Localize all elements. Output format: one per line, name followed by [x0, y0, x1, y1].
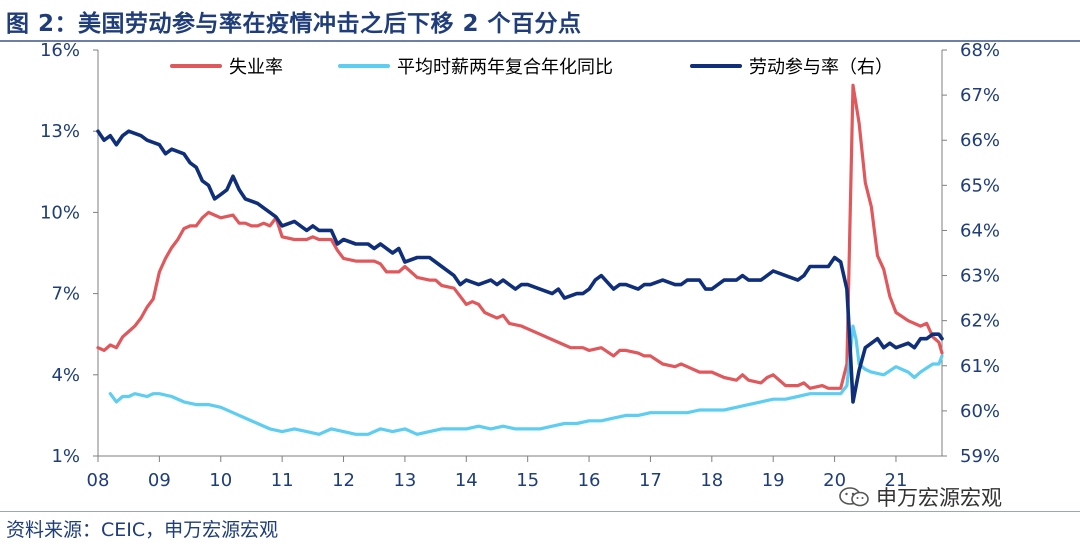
left-y-tick-label: 1%	[51, 446, 80, 467]
right-y-tick-label: 62%	[960, 311, 1000, 332]
left-y-tick-label: 13%	[40, 121, 80, 142]
x-tick-label: 19	[762, 470, 785, 491]
source-note: 资料来源：CEIC，申万宏源宏观	[6, 519, 279, 541]
right-y-tick-label: 64%	[960, 220, 1000, 241]
wechat-icon	[839, 487, 869, 507]
left-y-tick-label: 7%	[51, 284, 80, 305]
right-y-tick-label: 68%	[960, 42, 1000, 61]
watermark-text: 申万宏源宏观	[876, 486, 1002, 510]
x-tick-label: 08	[87, 470, 110, 491]
x-tick-label: 09	[148, 470, 171, 491]
x-tick-label: 10	[209, 470, 232, 491]
x-tick-label: 15	[516, 470, 539, 491]
series-line-3	[96, 129, 944, 404]
right-y-tick-label: 59%	[960, 446, 1000, 467]
series-line-2	[108, 324, 944, 436]
x-tick-label: 21	[885, 470, 908, 491]
x-tick-label: 20	[823, 470, 846, 491]
left-y-tick-label: 10%	[40, 202, 80, 223]
title-divider	[0, 40, 1080, 42]
right-y-tick-label: 67%	[960, 85, 1000, 106]
chart-legend: 失业率 平均时薪两年复合年化同比 劳动参与率（右）	[170, 57, 893, 78]
series-lines	[96, 83, 944, 436]
source-divider	[0, 511, 1080, 512]
right-y-tick-label: 66%	[960, 130, 1000, 151]
right-y-tick-label: 60%	[960, 401, 1000, 422]
right-y-tick-label: 65%	[960, 175, 1000, 196]
right-y-tick-label: 61%	[960, 356, 1000, 377]
right-y-tick-label: 63%	[960, 266, 1000, 287]
line-chart: 16% 13% 10% 7% 4% 1% 68% 67% 66% 65% 64% 63% 62% 61% 6…	[40, 42, 1000, 491]
legend-label-1: 失业率	[229, 57, 283, 78]
x-tick-label: 12	[332, 470, 355, 491]
left-y-tick-label: 4%	[51, 365, 80, 386]
axes: 16% 13% 10% 7% 4% 1% 68% 67% 66% 65% 64% 63% 62% 61% 6…	[40, 42, 1000, 491]
x-tick-label: 13	[393, 470, 416, 491]
x-tick-label: 18	[700, 470, 723, 491]
x-tick-label: 17	[639, 470, 662, 491]
x-tick-label: 14	[455, 470, 478, 491]
watermark: 申万宏源宏观	[838, 482, 1002, 512]
legend-label-2: 平均时薪两年复合年化同比	[397, 57, 613, 78]
series-line-1	[96, 83, 944, 390]
left-y-tick-label: 16%	[40, 42, 80, 61]
x-tick-label: 16	[578, 470, 601, 491]
legend-label-3: 劳动参与率（右）	[749, 57, 893, 78]
x-tick-label: 11	[271, 470, 294, 491]
figure-title: 图 2：美国劳动参与率在疫情冲击之后下移 2 个百分点	[6, 11, 582, 37]
